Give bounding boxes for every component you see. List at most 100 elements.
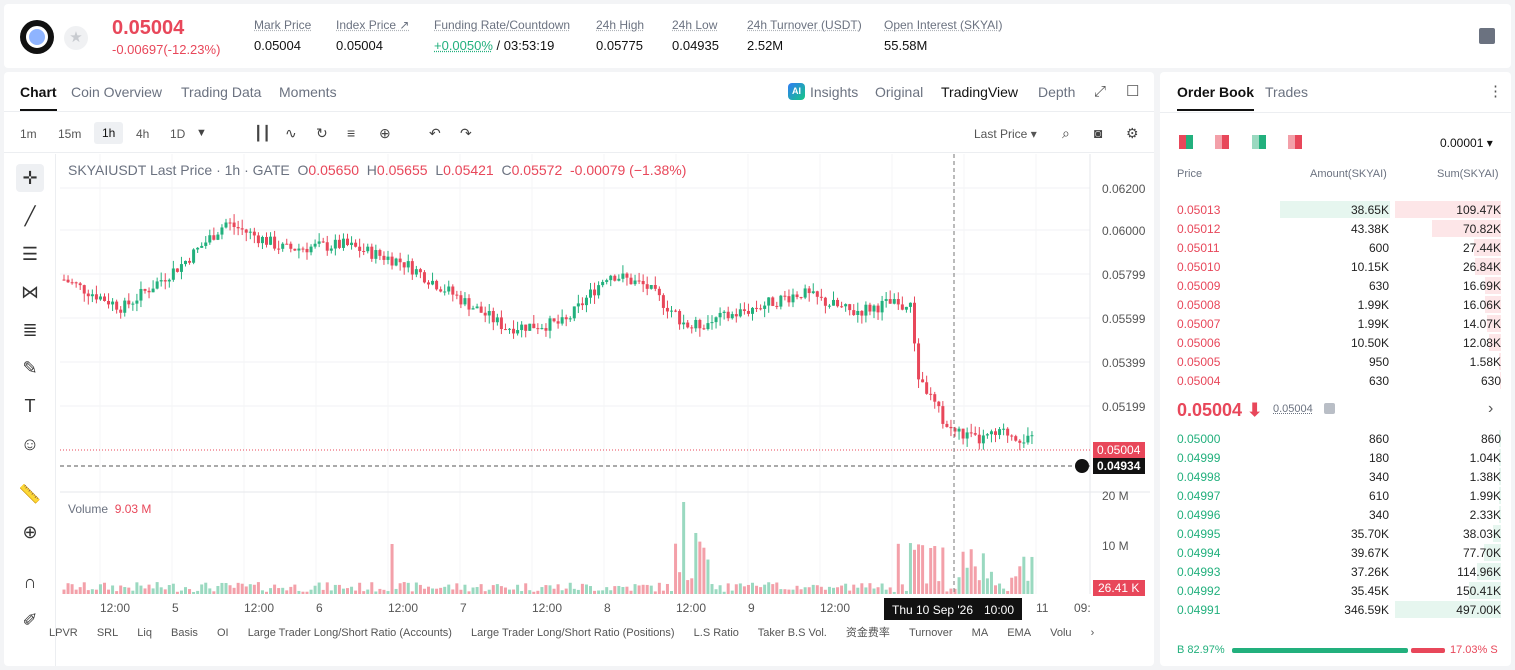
indicator-item[interactable]: OI <box>217 627 229 639</box>
trend-line-icon[interactable]: ╱ <box>24 206 36 226</box>
magnet-icon[interactable]: ∩ <box>23 572 37 592</box>
indicator-item[interactable]: Volu <box>1050 627 1072 639</box>
candle-body <box>443 291 447 293</box>
tab-coin-overview[interactable]: Coin Overview <box>71 84 163 100</box>
templates-icon[interactable]: ≡ <box>347 125 356 141</box>
stat-index-price[interactable]: Index Price ↗ 0.05004 <box>336 18 410 53</box>
bid-row[interactable]: 0.04999 180 1.04K <box>1160 448 1511 467</box>
indicators-icon[interactable]: ∿ <box>285 125 297 141</box>
view-asks-icon[interactable] <box>1215 135 1229 149</box>
candle-type-icon[interactable]: ┃┃ <box>254 125 271 141</box>
ask-row[interactable]: 0.05011 600 27.44K <box>1160 238 1511 257</box>
window-icon[interactable]: ☐ <box>1126 83 1140 100</box>
indicator-item[interactable]: Taker B.S Vol. <box>757 627 827 639</box>
notebook-icon[interactable] <box>1479 28 1495 44</box>
view-depth-icon[interactable] <box>1288 135 1302 149</box>
compare-icon[interactable]: ↻ <box>316 125 328 141</box>
indicator-item[interactable]: Liq <box>137 627 152 639</box>
text-tool-icon[interactable]: T <box>24 396 36 416</box>
more-options-icon[interactable]: ⋮ <box>1488 83 1503 100</box>
view-bids-icon[interactable] <box>1252 135 1266 149</box>
indicator-item[interactable]: L.S Ratio <box>693 627 739 639</box>
ask-row[interactable]: 0.05007 1.99K 14.07K <box>1160 314 1511 333</box>
tab-trading-data[interactable]: Trading Data <box>181 84 262 100</box>
expand-icon[interactable]: ⤢ <box>1094 83 1107 100</box>
view-depth[interactable]: Depth <box>1038 84 1076 100</box>
zoom-in-icon[interactable]: ⊕ <box>22 522 38 542</box>
ask-row[interactable]: 0.05006 10.50K 12.08K <box>1160 333 1511 352</box>
camera-icon[interactable]: ◙ <box>1094 125 1103 141</box>
candle-body <box>188 260 192 263</box>
horizontal-lines-icon[interactable]: ☰ <box>21 244 39 264</box>
volume-bar <box>503 587 507 594</box>
ruler-icon[interactable]: 📏 <box>18 484 42 504</box>
ask-row[interactable]: 0.05010 10.15K 26.84K <box>1160 257 1511 276</box>
tf-1h[interactable]: 1h <box>94 122 124 144</box>
candle-body <box>597 285 601 296</box>
indicator-item[interactable]: Basis <box>171 627 198 639</box>
search-icon[interactable]: ⌕ <box>1062 125 1070 141</box>
tab-trades[interactable]: Trades <box>1265 84 1309 100</box>
volume-bar <box>1006 591 1010 594</box>
crosshair-icon[interactable]: ✛ <box>16 164 44 192</box>
bid-row[interactable]: 0.04995 35.70K 38.03K <box>1160 524 1511 543</box>
price-source-select[interactable]: Last Price ▾ <box>974 127 1037 141</box>
indicator-item[interactable]: SRL <box>96 627 119 639</box>
view-both-icon[interactable] <box>1179 135 1193 149</box>
pattern-icon[interactable]: ⋈ <box>21 282 39 302</box>
settings-gear-icon[interactable]: ⚙ <box>1126 125 1139 141</box>
chart-plot-area[interactable]: 0.06200 0.06000 0.05799 0.05599 0.05399 0.051… <box>60 154 1150 666</box>
bid-row[interactable]: 0.04996 340 2.33K <box>1160 505 1511 524</box>
view-original[interactable]: Original <box>875 84 924 100</box>
bid-row[interactable]: 0.04997 610 1.99K <box>1160 486 1511 505</box>
candle-body <box>880 300 884 313</box>
ask-row[interactable]: 0.05009 630 16.69K <box>1160 276 1511 295</box>
view-tradingview[interactable]: TradingView <box>941 84 1019 100</box>
tf-15m[interactable]: 15m <box>58 127 82 141</box>
chevron-right-icon[interactable]: › <box>1090 627 1095 639</box>
view-insights[interactable]: Insights <box>810 84 859 100</box>
timeframe-dropdown-icon[interactable]: ▼ <box>196 127 207 139</box>
tab-order-book[interactable]: Order Book <box>1177 84 1255 111</box>
ask-row[interactable]: 0.05013 38.65K 109.47K <box>1160 200 1511 219</box>
bid-row[interactable]: 0.04992 35.45K 150.41K <box>1160 581 1511 600</box>
bid-row[interactable]: 0.04994 39.67K 77.70K <box>1160 543 1511 562</box>
add-alert-icon[interactable]: ⊕ <box>379 125 391 141</box>
indicator-item[interactable]: Turnover <box>908 627 953 639</box>
pencil-lock-icon[interactable]: ✐ <box>22 610 38 630</box>
tf-1d[interactable]: 1D <box>170 127 186 141</box>
ask-row[interactable]: 0.05004 630 630 <box>1160 371 1511 390</box>
indicator-item[interactable]: EMA <box>1007 627 1032 639</box>
chevron-right-icon[interactable]: › <box>1488 400 1494 417</box>
indicator-item[interactable]: LPVR <box>49 627 78 639</box>
tab-moments[interactable]: Moments <box>279 84 337 100</box>
indicator-item[interactable]: Large Trader Long/Short Ratio (Accounts) <box>247 627 452 639</box>
undo-icon[interactable]: ↶ <box>429 125 441 141</box>
precision-select[interactable]: 0.00001 ▾ <box>1440 136 1493 150</box>
candlestick-chart[interactable]: 0.06200 0.06000 0.05799 0.05599 0.05399 0.051… <box>60 154 1150 666</box>
fib-icon[interactable]: ≣ <box>22 320 38 340</box>
redo-icon[interactable]: ↷ <box>460 125 472 141</box>
ask-row[interactable]: 0.05008 1.99K 16.06K <box>1160 295 1511 314</box>
tf-1m[interactable]: 1m <box>20 127 37 141</box>
bid-row[interactable]: 0.05000 860 860 <box>1160 429 1511 448</box>
brush-icon[interactable]: ✎ <box>22 358 38 378</box>
candle-body <box>406 261 410 268</box>
ask-row[interactable]: 0.05012 43.38K 70.82K <box>1160 219 1511 238</box>
volume-bar <box>568 582 572 594</box>
ask-row[interactable]: 0.05005 950 1.58K <box>1160 352 1511 371</box>
candle-body <box>929 393 933 395</box>
bid-row[interactable]: 0.04991 346.59K 497.00K <box>1160 600 1511 619</box>
emoji-icon[interactable]: ☺ <box>20 434 40 454</box>
bid-row[interactable]: 0.04998 340 1.38K <box>1160 467 1511 486</box>
bid-price: 0.04992 <box>1177 584 1221 598</box>
indicator-item[interactable]: MA <box>971 627 989 639</box>
tab-chart[interactable]: Chart <box>20 84 57 111</box>
indicator-item[interactable]: Large Trader Long/Short Ratio (Positions… <box>470 627 675 639</box>
favorite-star-icon[interactable]: ★ <box>64 26 88 50</box>
tf-4h[interactable]: 4h <box>136 127 150 141</box>
volume-bar <box>382 589 386 594</box>
indicator-item[interactable]: 资金费率 <box>845 627 890 639</box>
bid-row[interactable]: 0.04993 37.26K 114.96K <box>1160 562 1511 581</box>
candle-body <box>690 327 694 329</box>
